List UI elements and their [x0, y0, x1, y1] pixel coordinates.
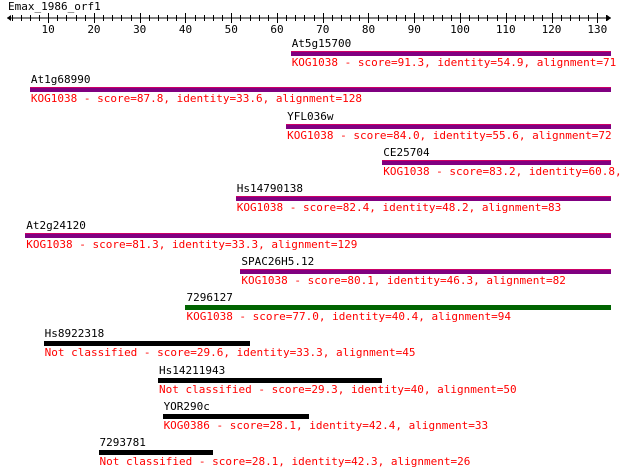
hit-description: Not classified - score=28.1, identity=42…	[99, 456, 471, 469]
ruler-tick-label: 20	[87, 23, 100, 36]
query-name: Emax_1986_orf1	[8, 0, 101, 13]
ruler-right-arrow	[607, 15, 611, 21]
hit-name[interactable]: YFL036w	[287, 109, 334, 123]
hit-description: KOG1038 - score=82.4, identity=48.2, ali…	[236, 202, 562, 215]
hit-name[interactable]: Hs14790138	[236, 182, 304, 196]
hit-name[interactable]: YOR290c	[163, 400, 210, 413]
hit-name[interactable]: SPAC26H5.12	[241, 254, 315, 268]
ruler-tick-label: 110	[496, 23, 516, 36]
ruler-tick-label: 130	[587, 23, 607, 36]
hit-alignment-bar[interactable]	[25, 232, 611, 238]
hit-alignment-bar[interactable]	[158, 377, 383, 383]
hit-alignment-bar[interactable]	[240, 268, 611, 274]
hit-name[interactable]: CE25704	[383, 145, 430, 159]
hit-name[interactable]: 7296127	[186, 291, 233, 305]
ruler-tick-label: 30	[133, 23, 146, 36]
ruler-tick-label: 100	[450, 23, 470, 36]
hit-description: KOG1038 - score=91.3, identity=54.9, ali…	[291, 57, 617, 69]
ruler-tick-label: 60	[270, 23, 283, 36]
hit-description: KOG0386 - score=28.1, identity=42.4, ali…	[163, 420, 489, 432]
hit-name[interactable]: Hs14211943	[159, 363, 226, 377]
position-ruler: 10 20 30 40 50 60 70 80 90 100 110 120 130	[7, 13, 611, 36]
ruler-tick-label: 80	[362, 23, 375, 36]
hit-alignment-bar[interactable]	[185, 305, 611, 311]
hit-name[interactable]: Hs8922318	[44, 327, 105, 341]
ruler-tick-label: 40	[179, 23, 192, 36]
ruler-tick-label: 90	[408, 23, 421, 36]
hit-description: KOG1038 - score=80.1, identity=46.3, ali…	[241, 274, 566, 287]
hit-description: KOG1038 - score=77.0, identity=40.4, ali…	[186, 311, 511, 324]
hit-name[interactable]: At1g68990	[30, 73, 91, 87]
hit-alignment-bar[interactable]	[235, 196, 611, 202]
hit-name[interactable]: 7293781	[99, 436, 146, 450]
hit-description: KOG1038 - score=83.2, identity=60.8, ali…	[383, 165, 620, 178]
hit-description: Not classified - score=29.3, identity=40…	[159, 383, 517, 396]
hit-alignment-bar[interactable]	[382, 159, 611, 165]
hit-alignment-bar[interactable]	[98, 450, 213, 456]
hit-description: KOG1038 - score=87.8, identity=33.6, ali…	[30, 93, 363, 106]
hit-alignment-bar[interactable]	[286, 123, 611, 129]
hit-description: KOG1038 - score=81.3, identity=33.3, ali…	[26, 238, 358, 251]
hit-name[interactable]: At5g15700	[291, 37, 352, 50]
ruler-tick-label: 120	[542, 23, 562, 36]
hit-alignment-bar[interactable]	[43, 341, 250, 347]
ruler-tick-label: 70	[316, 23, 329, 36]
ruler-tick-label: 10	[42, 23, 55, 36]
hit-name[interactable]: At2g24120	[26, 218, 86, 232]
hit-alignment-bar[interactable]	[162, 414, 309, 419]
hit-alignment-bar[interactable]	[290, 51, 611, 56]
hit-description: Not classified - score=29.6, identity=33…	[44, 347, 416, 360]
hit-description: KOG1038 - score=84.0, identity=55.6, ali…	[287, 129, 612, 142]
ruler-tick-label: 50	[225, 23, 238, 36]
ruler-left-arrow	[7, 15, 11, 21]
hit-alignment-bar[interactable]	[29, 87, 611, 93]
